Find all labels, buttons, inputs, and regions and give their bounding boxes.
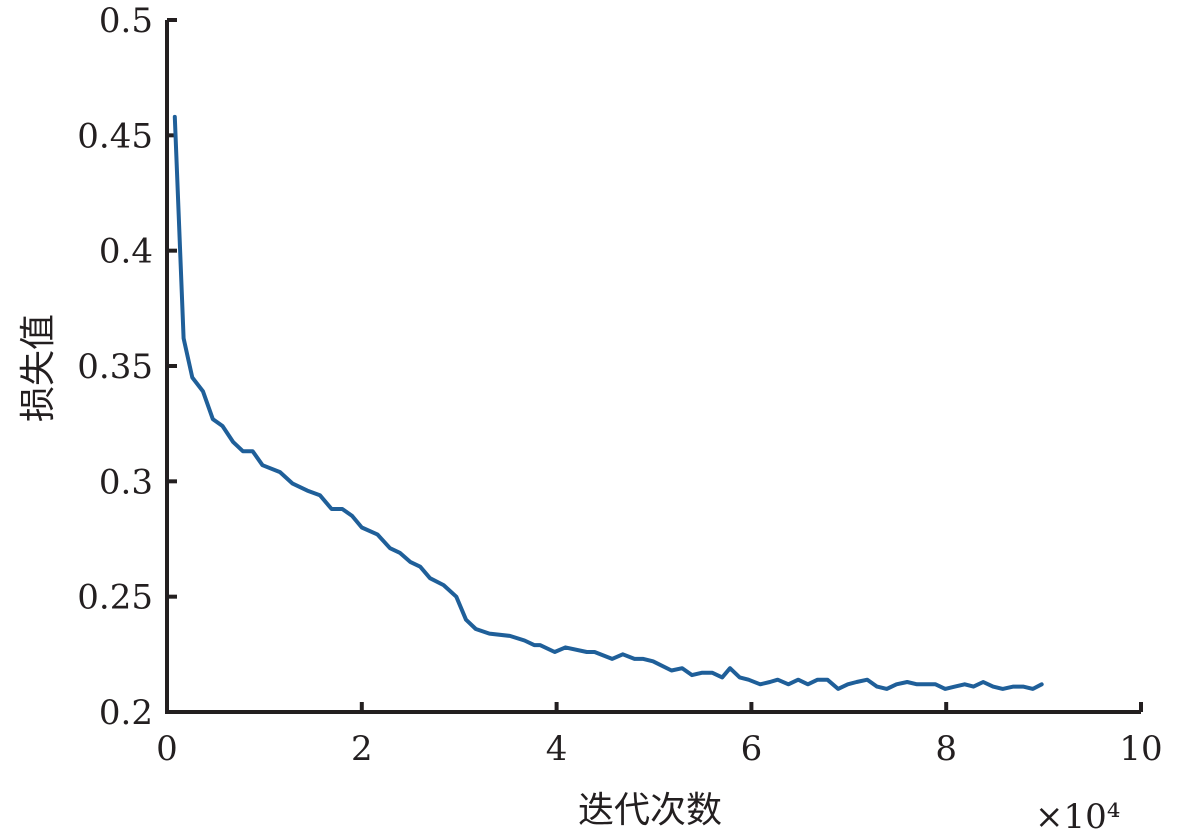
y-tick-label: 0.5 — [99, 1, 153, 41]
y-tick-label: 0.3 — [99, 462, 153, 502]
y-tick-label: 0.25 — [77, 578, 153, 618]
y-tick-label: 0.45 — [77, 116, 153, 156]
x-tick-label: 0 — [156, 729, 178, 769]
x-axis-label: 迭代次数 — [578, 790, 722, 831]
y-tick-label: 0.4 — [99, 232, 153, 272]
x-tick-label: 4 — [546, 729, 568, 769]
x-tick-label: 10 — [1119, 729, 1162, 769]
x-tick-label: 2 — [351, 729, 373, 769]
x-tick-label: 6 — [741, 729, 763, 769]
y-axis-label: 损失值 — [18, 314, 59, 422]
axes: 0 2 4 6 8 10 0.2 0.25 0.3 0.35 0.4 0.45 0.5 — [77, 1, 1162, 769]
y-tick-label: 0.35 — [77, 347, 153, 387]
y-tick-label: 0.2 — [99, 693, 153, 733]
x-tick-label: 8 — [935, 729, 957, 769]
loss-curve — [172, 114, 1044, 691]
x-multiplier-label: ×10⁴ — [1035, 797, 1120, 835]
